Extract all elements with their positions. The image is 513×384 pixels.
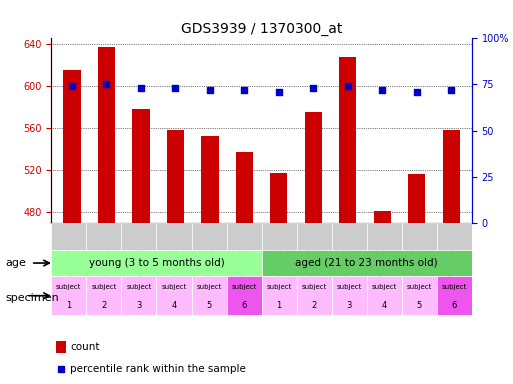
Text: 3: 3 (136, 301, 142, 310)
Bar (339, 57, 357, 223)
FancyBboxPatch shape (156, 276, 191, 315)
Text: subject: subject (266, 284, 292, 290)
Bar (373, 211, 391, 223)
Point (68, 83, 76, 89)
Text: 5: 5 (417, 301, 422, 310)
FancyBboxPatch shape (51, 250, 262, 276)
FancyBboxPatch shape (262, 276, 297, 315)
Text: subject: subject (161, 284, 187, 290)
Text: 2: 2 (311, 301, 317, 310)
FancyBboxPatch shape (156, 223, 191, 250)
Bar (443, 130, 460, 223)
Text: percentile rank within the sample: percentile rank within the sample (70, 364, 246, 374)
Point (412, 89, 421, 95)
Point (275, 89, 283, 95)
Point (103, 81, 111, 88)
Point (171, 85, 180, 91)
Text: subject: subject (442, 284, 467, 290)
FancyBboxPatch shape (262, 223, 297, 250)
Text: 4: 4 (171, 301, 176, 310)
FancyBboxPatch shape (332, 276, 367, 315)
Point (137, 85, 145, 91)
FancyBboxPatch shape (437, 223, 472, 250)
FancyBboxPatch shape (86, 223, 122, 250)
Text: 2: 2 (101, 301, 107, 310)
FancyBboxPatch shape (51, 276, 86, 315)
FancyBboxPatch shape (437, 276, 472, 315)
Bar (236, 152, 253, 223)
FancyBboxPatch shape (297, 223, 332, 250)
FancyBboxPatch shape (332, 223, 367, 250)
Text: 3: 3 (347, 301, 352, 310)
FancyBboxPatch shape (122, 276, 156, 315)
Text: subject: subject (91, 284, 116, 290)
Point (344, 83, 352, 89)
Point (240, 87, 248, 93)
FancyBboxPatch shape (191, 223, 227, 250)
Text: 1: 1 (66, 301, 71, 310)
Text: 6: 6 (452, 301, 457, 310)
Title: GDS3939 / 1370300_at: GDS3939 / 1370300_at (181, 22, 342, 36)
Bar (55, 341, 66, 353)
Text: specimen: specimen (5, 293, 59, 303)
Text: aged (21 to 23 months old): aged (21 to 23 months old) (295, 258, 438, 268)
Point (309, 85, 318, 91)
Text: 4: 4 (382, 301, 387, 310)
Text: subject: subject (337, 284, 362, 290)
Text: subject: subject (302, 284, 327, 290)
FancyBboxPatch shape (402, 223, 437, 250)
Bar (305, 112, 322, 223)
Text: young (3 to 5 months old): young (3 to 5 months old) (89, 258, 224, 268)
Text: subject: subject (407, 284, 432, 290)
Text: age: age (5, 258, 26, 268)
FancyBboxPatch shape (227, 276, 262, 315)
Bar (98, 47, 115, 223)
FancyBboxPatch shape (86, 276, 122, 315)
Bar (64, 70, 81, 223)
FancyBboxPatch shape (122, 223, 156, 250)
Text: 1: 1 (277, 301, 282, 310)
FancyBboxPatch shape (297, 276, 332, 315)
Bar (167, 130, 184, 223)
Text: subject: subject (371, 284, 397, 290)
Text: subject: subject (231, 284, 257, 290)
Text: subject: subject (126, 284, 152, 290)
Bar (132, 109, 150, 223)
Text: subject: subject (56, 284, 82, 290)
Text: 5: 5 (206, 301, 212, 310)
FancyBboxPatch shape (191, 276, 227, 315)
Bar (408, 174, 425, 223)
FancyBboxPatch shape (262, 250, 472, 276)
Point (206, 87, 214, 93)
Bar (201, 136, 219, 223)
FancyBboxPatch shape (367, 276, 402, 315)
Point (378, 87, 386, 93)
Bar (270, 173, 287, 223)
FancyBboxPatch shape (51, 223, 86, 250)
FancyBboxPatch shape (367, 223, 402, 250)
Point (447, 87, 456, 93)
Text: count: count (70, 342, 100, 352)
Text: 6: 6 (242, 301, 247, 310)
FancyBboxPatch shape (227, 223, 262, 250)
Text: subject: subject (196, 284, 222, 290)
FancyBboxPatch shape (402, 276, 437, 315)
